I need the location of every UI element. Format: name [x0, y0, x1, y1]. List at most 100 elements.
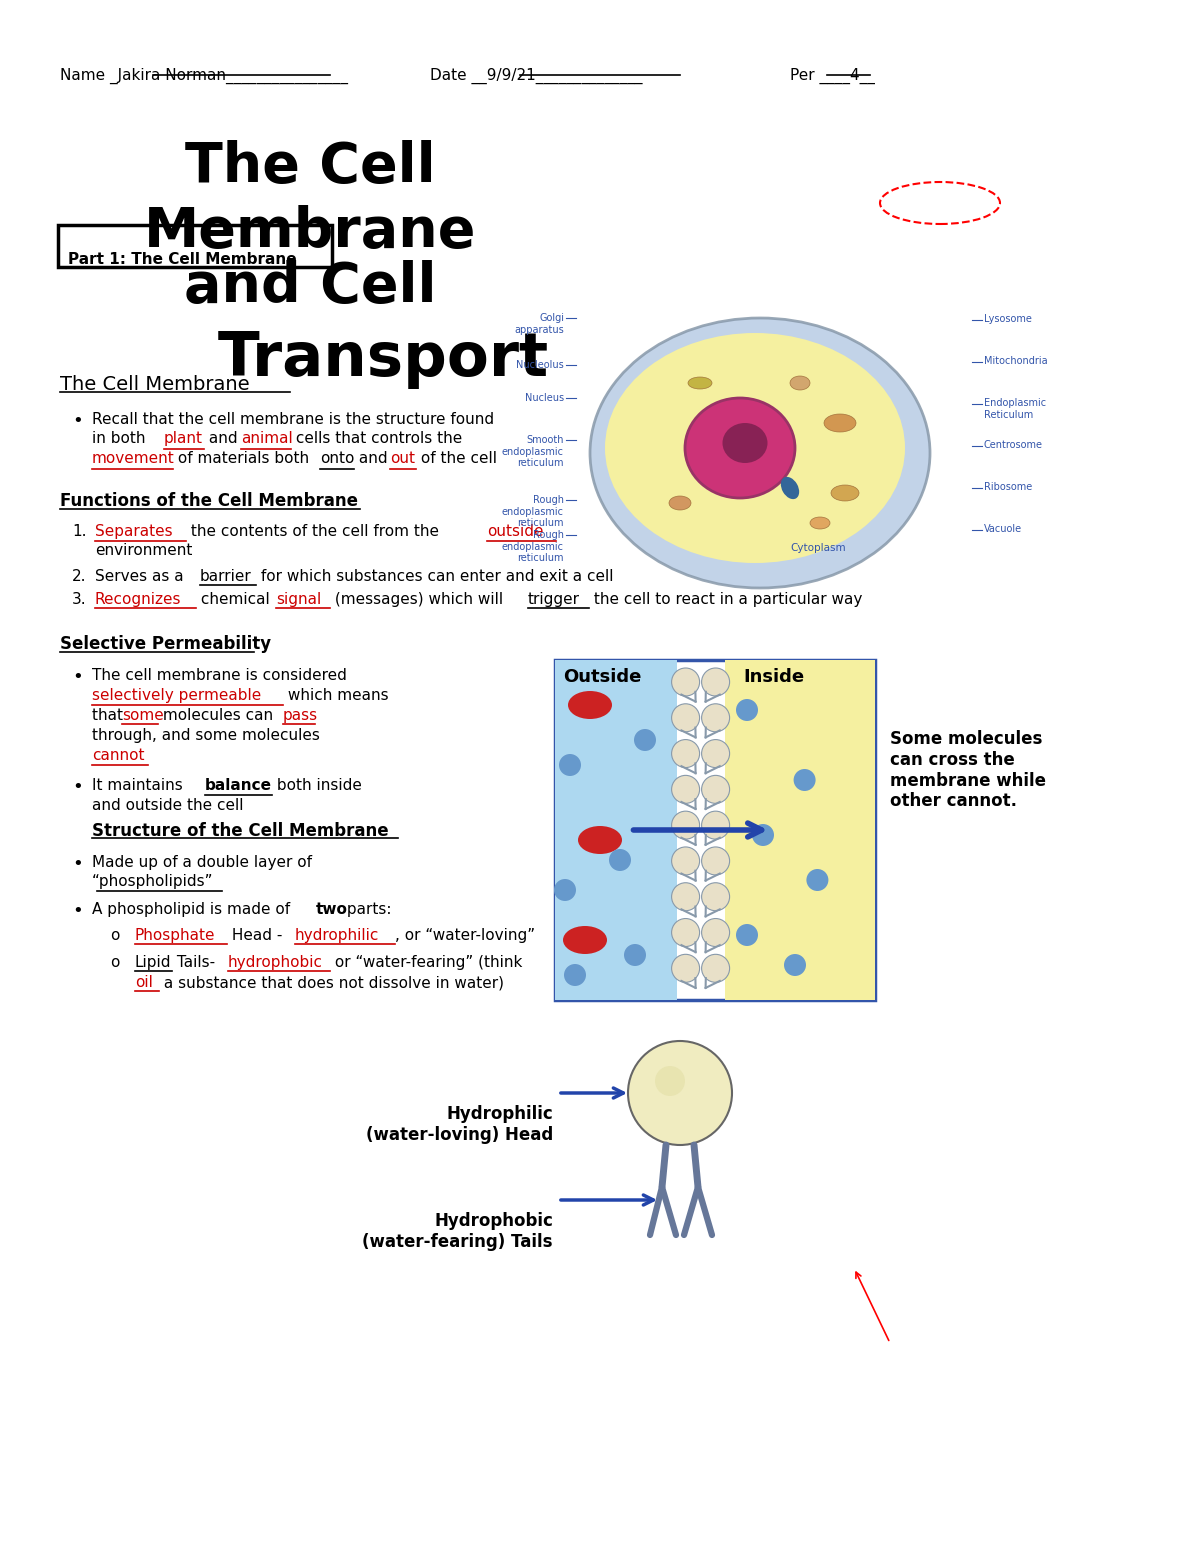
- Circle shape: [702, 739, 730, 767]
- Circle shape: [702, 954, 730, 983]
- Text: (messages) which will: (messages) which will: [330, 592, 508, 607]
- Text: Cytoplasm: Cytoplasm: [790, 544, 846, 553]
- Circle shape: [702, 846, 730, 874]
- Text: o: o: [110, 955, 119, 971]
- Text: molecules can: molecules can: [158, 708, 278, 724]
- Text: Recall that the cell membrane is the structure found: Recall that the cell membrane is the str…: [92, 412, 494, 427]
- Text: Cell Membrane: Cell Membrane: [895, 202, 985, 214]
- Text: and: and: [354, 450, 392, 466]
- Circle shape: [702, 918, 730, 946]
- Text: in both: in both: [92, 432, 150, 446]
- Text: onto: onto: [320, 450, 354, 466]
- Circle shape: [736, 699, 758, 721]
- Text: movement: movement: [92, 450, 175, 466]
- Text: Smooth
endoplasmic
reticulum: Smooth endoplasmic reticulum: [502, 435, 564, 467]
- Text: “phospholipids”: “phospholipids”: [92, 874, 214, 888]
- Text: which means: which means: [283, 688, 389, 704]
- Ellipse shape: [605, 332, 905, 564]
- Text: balance: balance: [205, 778, 272, 794]
- Text: outside: outside: [487, 523, 544, 539]
- Text: A phospholipid is made of: A phospholipid is made of: [92, 902, 295, 916]
- Text: out: out: [390, 450, 415, 466]
- Text: •: •: [72, 412, 83, 430]
- Circle shape: [559, 755, 581, 776]
- Text: chemical: chemical: [196, 592, 275, 607]
- Text: Inside: Inside: [744, 668, 805, 686]
- Ellipse shape: [670, 495, 691, 509]
- Text: Centrosome: Centrosome: [984, 439, 1043, 450]
- Circle shape: [752, 825, 774, 846]
- Text: Some molecules
can cross the
membrane while
other cannot.: Some molecules can cross the membrane wh…: [890, 730, 1046, 811]
- Circle shape: [702, 775, 730, 803]
- Text: Head -: Head -: [227, 929, 287, 943]
- Text: Vacuole: Vacuole: [984, 523, 1022, 534]
- Circle shape: [672, 668, 700, 696]
- Ellipse shape: [830, 485, 859, 502]
- Circle shape: [672, 704, 700, 731]
- Ellipse shape: [810, 517, 830, 530]
- Bar: [554, 660, 677, 1000]
- Text: Rough
endoplasmic
reticulum: Rough endoplasmic reticulum: [502, 530, 564, 564]
- Text: cannot: cannot: [92, 749, 144, 763]
- Text: Hydrophilic
(water-loving) Head: Hydrophilic (water-loving) Head: [366, 1106, 553, 1145]
- Circle shape: [672, 811, 700, 839]
- FancyBboxPatch shape: [58, 225, 332, 267]
- Ellipse shape: [590, 318, 930, 589]
- Text: Per ____4__: Per ____4__: [790, 68, 875, 84]
- Text: environment: environment: [95, 544, 192, 558]
- Circle shape: [610, 849, 631, 871]
- Text: selectively permeable: selectively permeable: [92, 688, 262, 704]
- Text: Phosphate: Phosphate: [134, 929, 216, 943]
- Text: •: •: [72, 902, 83, 919]
- Text: It maintains: It maintains: [92, 778, 187, 794]
- Circle shape: [736, 924, 758, 946]
- Circle shape: [806, 870, 828, 891]
- Text: that: that: [92, 708, 128, 724]
- Text: Mitochondria: Mitochondria: [984, 356, 1048, 367]
- Text: o: o: [110, 929, 119, 943]
- Text: 3.: 3.: [72, 592, 86, 607]
- Text: Rough
endoplasmic
reticulum: Rough endoplasmic reticulum: [502, 495, 564, 528]
- Text: 1.: 1.: [72, 523, 86, 539]
- Text: Nucleus: Nucleus: [524, 393, 564, 402]
- Text: of the cell: of the cell: [416, 450, 497, 466]
- Bar: [725, 660, 875, 1000]
- Text: through, and some molecules: through, and some molecules: [92, 728, 320, 742]
- Ellipse shape: [568, 691, 612, 719]
- Text: Name _Jakira Norman________________: Name _Jakira Norman________________: [60, 68, 348, 84]
- Text: signal: signal: [276, 592, 322, 607]
- Text: for which substances can enter and exit a cell: for which substances can enter and exit …: [256, 568, 613, 584]
- Circle shape: [554, 879, 576, 901]
- Circle shape: [628, 1041, 732, 1145]
- Text: a substance that does not dissolve in water): a substance that does not dissolve in wa…: [158, 975, 504, 989]
- Circle shape: [672, 739, 700, 767]
- Text: trigger: trigger: [528, 592, 580, 607]
- Text: animal: animal: [241, 432, 293, 446]
- Text: pass: pass: [283, 708, 318, 724]
- Text: Made up of a double layer of: Made up of a double layer of: [92, 856, 312, 870]
- Text: , or “water-loving”: , or “water-loving”: [395, 929, 535, 943]
- Ellipse shape: [722, 422, 768, 463]
- Circle shape: [624, 944, 646, 966]
- Text: plant: plant: [164, 432, 203, 446]
- Text: •: •: [72, 668, 83, 686]
- Text: The Cell: The Cell: [185, 140, 436, 194]
- Circle shape: [655, 1065, 685, 1096]
- Text: of materials both: of materials both: [173, 450, 314, 466]
- Bar: [554, 660, 875, 1000]
- Text: oil: oil: [134, 975, 152, 989]
- Text: Nucleolus: Nucleolus: [516, 360, 564, 370]
- Text: or “water-fearing” (think: or “water-fearing” (think: [330, 955, 522, 971]
- Text: Selective Permeability: Selective Permeability: [60, 635, 271, 652]
- Text: Separates: Separates: [95, 523, 173, 539]
- Text: cells that controls the: cells that controls the: [292, 432, 462, 446]
- Text: Functions of the Cell Membrane: Functions of the Cell Membrane: [60, 492, 358, 509]
- Ellipse shape: [578, 826, 622, 854]
- Text: Endoplasmic
Reticulum: Endoplasmic Reticulum: [984, 398, 1046, 419]
- Ellipse shape: [685, 398, 796, 499]
- Text: hydrophobic: hydrophobic: [228, 955, 323, 971]
- Text: some: some: [122, 708, 163, 724]
- Text: •: •: [72, 778, 83, 797]
- Circle shape: [672, 918, 700, 946]
- Text: barrier: barrier: [200, 568, 252, 584]
